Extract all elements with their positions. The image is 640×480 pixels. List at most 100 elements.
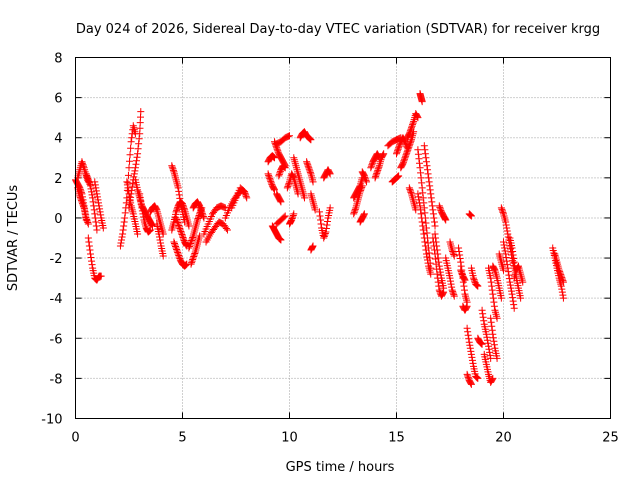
data-point bbox=[125, 204, 133, 212]
data-point bbox=[306, 135, 314, 143]
data-point bbox=[274, 147, 282, 155]
data-point bbox=[442, 216, 450, 224]
data-point bbox=[488, 322, 496, 330]
data-point bbox=[407, 124, 415, 132]
data-point bbox=[361, 175, 369, 183]
data-point bbox=[280, 213, 288, 221]
data-point bbox=[493, 314, 501, 322]
data-point bbox=[466, 210, 474, 218]
data-point bbox=[489, 294, 497, 302]
data-point bbox=[77, 195, 85, 203]
data-point bbox=[172, 244, 180, 252]
data-point bbox=[81, 210, 89, 218]
data-point bbox=[290, 210, 298, 218]
data-point bbox=[200, 214, 208, 222]
data-point bbox=[434, 278, 442, 286]
data-point bbox=[467, 347, 475, 355]
data-point bbox=[418, 98, 426, 106]
data-point bbox=[126, 151, 134, 159]
data-point bbox=[474, 282, 482, 290]
data-point bbox=[306, 168, 314, 176]
data-point bbox=[273, 145, 281, 153]
data-point bbox=[489, 334, 497, 342]
data-point bbox=[199, 211, 207, 219]
data-point bbox=[480, 317, 488, 325]
data-point bbox=[393, 173, 401, 181]
x-tick-label: 15 bbox=[388, 431, 405, 446]
data-point bbox=[241, 188, 249, 196]
data-point bbox=[280, 162, 288, 170]
data-point bbox=[92, 187, 100, 195]
data-point bbox=[455, 244, 463, 252]
y-tick-label: 8 bbox=[54, 52, 62, 67]
data-point bbox=[429, 210, 437, 218]
data-point bbox=[195, 213, 203, 221]
data-point bbox=[408, 122, 416, 130]
data-point bbox=[558, 274, 566, 282]
data-point bbox=[89, 194, 97, 202]
data-point bbox=[503, 224, 511, 232]
data-point bbox=[436, 265, 444, 273]
data-point bbox=[433, 246, 441, 254]
data-point bbox=[175, 221, 183, 229]
data-point bbox=[395, 144, 403, 152]
data-point bbox=[193, 216, 201, 224]
data-point bbox=[283, 184, 291, 192]
data-point bbox=[457, 258, 465, 266]
data-point bbox=[175, 223, 183, 231]
data-point bbox=[177, 229, 185, 237]
data-point bbox=[97, 272, 105, 280]
data-point bbox=[489, 374, 497, 382]
data-point bbox=[407, 188, 415, 196]
data-point bbox=[435, 282, 443, 290]
data-point bbox=[455, 248, 463, 256]
data-point bbox=[92, 222, 100, 230]
data-point bbox=[91, 178, 99, 186]
data-point bbox=[275, 170, 283, 178]
data-point bbox=[187, 260, 195, 268]
data-point bbox=[441, 215, 449, 223]
data-point bbox=[433, 242, 441, 250]
data-point bbox=[307, 136, 315, 144]
data-point bbox=[396, 141, 404, 149]
data-point bbox=[275, 172, 283, 180]
data-points bbox=[72, 90, 567, 388]
data-point bbox=[446, 274, 454, 282]
data-point bbox=[124, 184, 132, 192]
data-point bbox=[173, 217, 181, 225]
data-point bbox=[196, 203, 204, 211]
data-point bbox=[123, 181, 131, 189]
x-tick-label: 25 bbox=[602, 431, 619, 446]
data-point bbox=[402, 139, 410, 147]
data-point bbox=[436, 268, 444, 276]
data-point bbox=[172, 208, 180, 216]
data-point bbox=[146, 226, 154, 234]
data-point bbox=[180, 204, 188, 212]
y-tick-label: -10 bbox=[41, 413, 62, 428]
data-point bbox=[476, 339, 484, 347]
data-point bbox=[128, 134, 136, 142]
data-point bbox=[405, 143, 413, 151]
data-point bbox=[171, 241, 179, 249]
data-point bbox=[149, 222, 157, 230]
data-point bbox=[485, 342, 493, 350]
x-tick-label: 10 bbox=[281, 431, 298, 446]
data-point bbox=[276, 236, 284, 244]
data-point bbox=[86, 250, 94, 258]
data-point bbox=[502, 221, 510, 229]
data-point bbox=[519, 278, 527, 286]
data-point bbox=[420, 204, 428, 212]
data-point bbox=[79, 161, 87, 169]
data-point bbox=[317, 216, 325, 224]
data-point bbox=[488, 326, 496, 334]
tick-labels: 0 5 10 15 20 25 -10 -8 -6 -4 -2 0 2 4 6 8 bbox=[41, 52, 619, 446]
data-point bbox=[198, 209, 206, 217]
data-point bbox=[497, 294, 505, 302]
data-point bbox=[243, 194, 251, 202]
data-point bbox=[402, 152, 410, 160]
data-point bbox=[82, 216, 90, 224]
x-tick-label: 0 bbox=[71, 431, 79, 446]
data-point bbox=[220, 203, 228, 211]
data-point bbox=[436, 203, 444, 211]
data-point bbox=[425, 178, 433, 186]
